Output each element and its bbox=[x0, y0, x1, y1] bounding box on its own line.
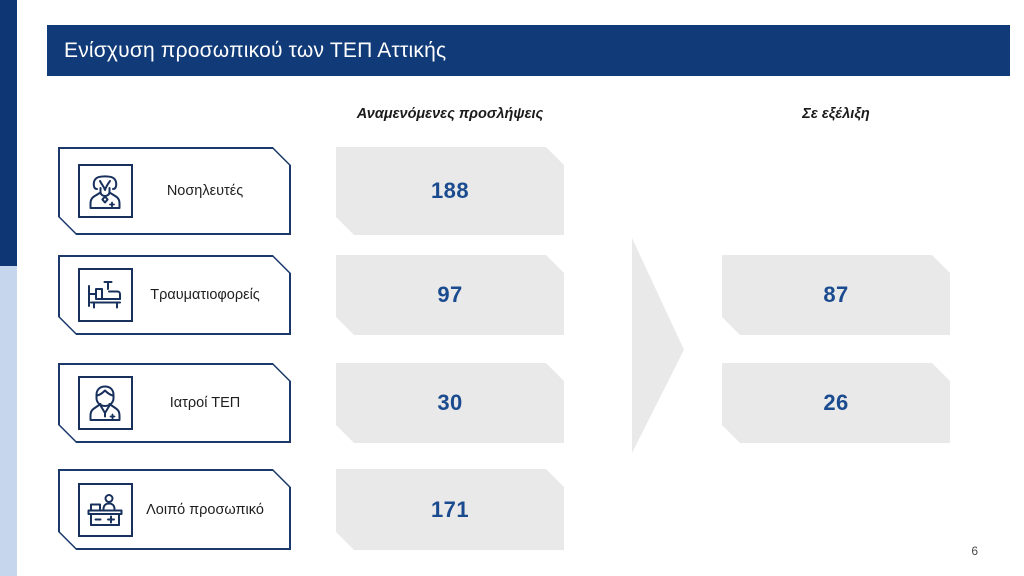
doctor-icon bbox=[78, 376, 133, 430]
reception-desk-icon bbox=[78, 483, 133, 537]
page-title: Ενίσχυση προσωπικού των ΤΕΠ Αττικής bbox=[64, 38, 447, 62]
chevron-right-arrow-icon bbox=[632, 238, 684, 453]
slide-title-bar: Ενίσχυση προσωπικού των ΤΕΠ Αττικής bbox=[47, 25, 1010, 76]
value-expected-row-2: 97 bbox=[336, 255, 564, 335]
hospital-bed-icon bbox=[78, 268, 133, 322]
left-accent-bar-dark bbox=[0, 0, 17, 266]
list-item[interactable]: Τραυματιοφορείς bbox=[58, 255, 291, 335]
value-text: 188 bbox=[431, 178, 469, 203]
value-text: 30 bbox=[437, 390, 463, 415]
list-item-label: Τραυματιοφορείς bbox=[150, 287, 260, 303]
value-in-progress-row-3: 26 bbox=[722, 363, 950, 443]
value-text: 26 bbox=[823, 390, 849, 415]
value-expected-row-3: 30 bbox=[336, 363, 564, 443]
list-item-label: Νοσηλευτές bbox=[166, 183, 244, 199]
value-expected-row-4: 171 bbox=[336, 469, 564, 550]
value-text: 171 bbox=[431, 496, 469, 522]
value-expected-row-1: 188 bbox=[336, 147, 564, 235]
list-item[interactable]: Λοιπό προσωπικό bbox=[58, 469, 291, 550]
list-item[interactable]: Ιατροί ΤΕΠ bbox=[58, 363, 291, 443]
value-text: 97 bbox=[437, 282, 463, 307]
column-header-in-progress: Σε εξέλιξη bbox=[802, 106, 870, 122]
column-header-expected-hires: Αναμενόμενες προσλήψεις bbox=[356, 106, 544, 122]
value-text: 87 bbox=[823, 282, 849, 307]
left-accent-bar-light bbox=[0, 266, 17, 576]
value-in-progress-row-2: 87 bbox=[722, 255, 950, 335]
list-item-label: Λοιπό προσωπικό bbox=[146, 501, 264, 518]
page-number: 6 bbox=[971, 544, 978, 558]
list-item[interactable]: Νοσηλευτές bbox=[58, 147, 291, 235]
list-item-label: Ιατροί ΤΕΠ bbox=[169, 395, 241, 411]
nurse-icon bbox=[78, 164, 133, 218]
